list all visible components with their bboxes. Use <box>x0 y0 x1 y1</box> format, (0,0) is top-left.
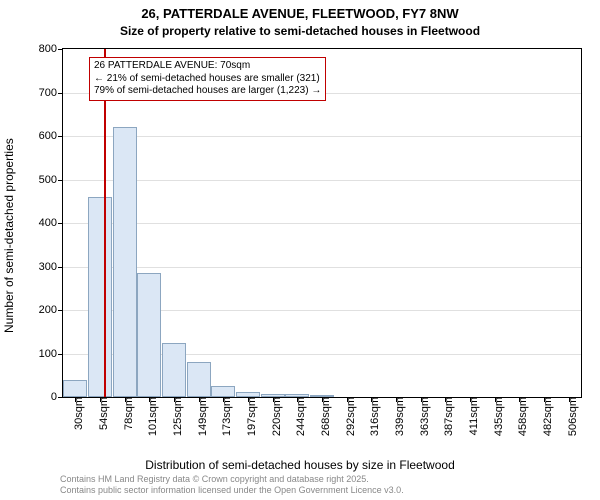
annotation-box: 26 PATTERDALE AVENUE: 70sqm← 21% of semi… <box>89 57 326 101</box>
histogram-bar <box>113 127 137 397</box>
y-tick-label: 0 <box>51 391 63 403</box>
histogram-bar <box>88 197 112 397</box>
y-tick-label: 500 <box>39 174 63 186</box>
x-tick-label: 268sqm <box>312 397 332 436</box>
histogram-bar <box>310 395 334 397</box>
chart-subtitle: Size of property relative to semi-detach… <box>0 24 600 38</box>
histogram-bar <box>285 394 309 397</box>
gridline <box>63 136 581 137</box>
x-tick-label: 316sqm <box>361 397 381 436</box>
x-axis-label: Distribution of semi-detached houses by … <box>0 458 600 472</box>
reference-line <box>104 49 106 397</box>
gridline <box>63 267 581 268</box>
x-tick-label: 411sqm <box>460 397 480 435</box>
gridline <box>63 223 581 224</box>
y-tick-label: 300 <box>39 261 63 273</box>
plot-area: 010020030040050060070080030sqm54sqm78sqm… <box>62 48 582 398</box>
x-tick-label: 220sqm <box>263 397 283 436</box>
histogram-bar <box>261 394 285 397</box>
y-tick-label: 200 <box>39 304 63 316</box>
histogram-bar <box>162 343 186 397</box>
x-tick-label: 101sqm <box>139 397 159 436</box>
annotation-line: ← 21% of semi-detached houses are smalle… <box>94 73 321 86</box>
x-tick-label: 30sqm <box>65 397 85 430</box>
y-tick-label: 700 <box>39 87 63 99</box>
x-tick-label: 387sqm <box>435 397 455 436</box>
annotation-line: 79% of semi-detached houses are larger (… <box>94 85 321 98</box>
x-tick-label: 197sqm <box>238 397 258 436</box>
x-tick-label: 506sqm <box>559 397 579 436</box>
histogram-bar <box>63 380 87 397</box>
gridline <box>63 180 581 181</box>
histogram-bar <box>236 392 260 397</box>
histogram-bar <box>211 386 235 397</box>
x-tick-label: 363sqm <box>411 397 431 436</box>
x-tick-label: 482sqm <box>534 397 554 436</box>
x-tick-label: 54sqm <box>90 397 110 430</box>
annotation-line: 26 PATTERDALE AVENUE: 70sqm <box>94 60 321 73</box>
x-tick-label: 125sqm <box>164 397 184 436</box>
attribution-text: Contains HM Land Registry data © Crown c… <box>60 474 404 496</box>
x-tick-label: 458sqm <box>509 397 529 436</box>
histogram-bar <box>137 273 161 397</box>
y-axis-label: Number of semi-detached properties <box>2 138 16 333</box>
chart-title: 26, PATTERDALE AVENUE, FLEETWOOD, FY7 8N… <box>0 6 600 21</box>
chart-container: 26, PATTERDALE AVENUE, FLEETWOOD, FY7 8N… <box>0 0 600 500</box>
x-tick-label: 173sqm <box>213 397 233 436</box>
x-tick-label: 78sqm <box>115 397 135 430</box>
y-tick-label: 600 <box>39 130 63 142</box>
x-tick-label: 244sqm <box>287 397 307 436</box>
x-tick-label: 435sqm <box>485 397 505 436</box>
x-tick-label: 339sqm <box>386 397 406 436</box>
y-tick-label: 100 <box>39 348 63 360</box>
y-tick-label: 400 <box>39 217 63 229</box>
x-tick-label: 149sqm <box>189 397 209 436</box>
y-tick-label: 800 <box>39 43 63 55</box>
histogram-bar <box>187 362 211 397</box>
x-tick-label: 292sqm <box>337 397 357 436</box>
